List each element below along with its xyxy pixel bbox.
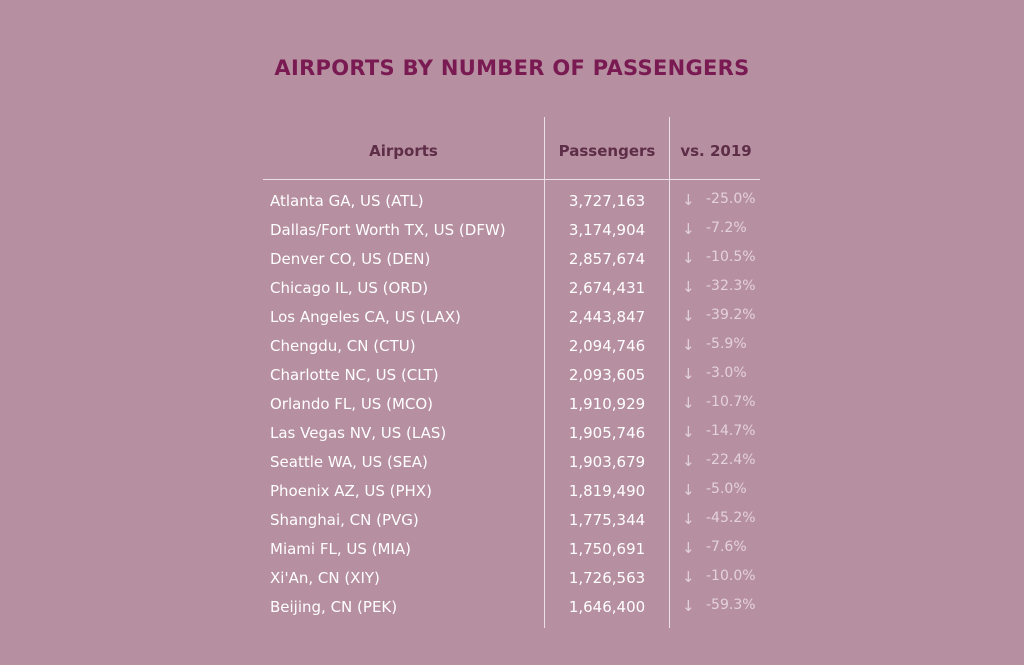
passenger-count: 2,857,674 bbox=[568, 250, 646, 268]
arrow-down-icon: ↓ bbox=[682, 336, 695, 354]
chart-title: AIRPORTS BY NUMBER OF PASSENGERS bbox=[274, 56, 750, 80]
arrow-down-icon: ↓ bbox=[682, 394, 695, 412]
change-value: -22.4% bbox=[706, 452, 756, 468]
column-header-passengers: Passengers bbox=[558, 142, 656, 160]
table-row: Dallas/Fort Worth TX, US (DFW) 3,174,904 ↓… bbox=[0, 215, 1024, 244]
airport-name: Miami FL, US (MIA) bbox=[270, 540, 411, 558]
table-row: Los Angeles CA, US (LAX) 2,443,847 ↓ -39.2% bbox=[0, 302, 1024, 331]
airport-name: Chicago IL, US (ORD) bbox=[270, 279, 429, 297]
change-value: -5.9% bbox=[706, 336, 747, 352]
column-divider-2 bbox=[669, 117, 670, 628]
airport-name: Denver CO, US (DEN) bbox=[270, 250, 431, 268]
column-divider-1 bbox=[544, 117, 545, 628]
change-value: -25.0% bbox=[706, 191, 756, 207]
change-value: -10.7% bbox=[706, 394, 756, 410]
change-value: -7.6% bbox=[706, 539, 747, 555]
arrow-down-icon: ↓ bbox=[682, 365, 695, 383]
passenger-count: 2,093,605 bbox=[568, 366, 646, 384]
passenger-count: 1,646,400 bbox=[568, 598, 646, 616]
passenger-count: 1,750,691 bbox=[568, 540, 646, 558]
change-value: -3.0% bbox=[706, 365, 747, 381]
airport-name: Charlotte NC, US (CLT) bbox=[270, 366, 439, 384]
airport-name: Shanghai, CN (PVG) bbox=[270, 511, 419, 529]
arrow-down-icon: ↓ bbox=[682, 307, 695, 325]
table-row: Atlanta GA, US (ATL) 3,727,163 ↓ -25.0% bbox=[0, 186, 1024, 215]
change-value: -39.2% bbox=[706, 307, 756, 323]
passenger-count: 2,443,847 bbox=[568, 308, 646, 326]
change-value: -59.3% bbox=[706, 597, 756, 613]
arrow-down-icon: ↓ bbox=[682, 539, 695, 557]
airport-name: Chengdu, CN (CTU) bbox=[270, 337, 416, 355]
change-value: -5.0% bbox=[706, 481, 747, 497]
arrow-down-icon: ↓ bbox=[682, 191, 695, 209]
passenger-count: 1,819,490 bbox=[568, 482, 646, 500]
table-row: Las Vegas NV, US (LAS) 1,905,746 ↓ -14.7% bbox=[0, 418, 1024, 447]
table-row: Charlotte NC, US (CLT) 2,093,605 ↓ -3.0% bbox=[0, 360, 1024, 389]
arrow-down-icon: ↓ bbox=[682, 481, 695, 499]
airport-name: Phoenix AZ, US (PHX) bbox=[270, 482, 432, 500]
change-value: -10.0% bbox=[706, 568, 756, 584]
passenger-count: 1,903,679 bbox=[568, 453, 646, 471]
table-row: Orlando FL, US (MCO) 1,910,929 ↓ -10.7% bbox=[0, 389, 1024, 418]
column-header-change: vs. 2019 bbox=[680, 142, 752, 160]
change-value: -14.7% bbox=[706, 423, 756, 439]
table-row: Phoenix AZ, US (PHX) 1,819,490 ↓ -5.0% bbox=[0, 476, 1024, 505]
arrow-down-icon: ↓ bbox=[682, 452, 695, 470]
change-value: -32.3% bbox=[706, 278, 756, 294]
airport-name: Seattle WA, US (SEA) bbox=[270, 453, 428, 471]
table-row: Miami FL, US (MIA) 1,750,691 ↓ -7.6% bbox=[0, 534, 1024, 563]
arrow-down-icon: ↓ bbox=[682, 249, 695, 267]
table-row: Beijing, CN (PEK) 1,646,400 ↓ -59.3% bbox=[0, 592, 1024, 621]
table-row: Chicago IL, US (ORD) 2,674,431 ↓ -32.3% bbox=[0, 273, 1024, 302]
table-row: Xi'An, CN (XIY) 1,726,563 ↓ -10.0% bbox=[0, 563, 1024, 592]
passenger-count: 3,174,904 bbox=[568, 221, 646, 239]
table-row: Chengdu, CN (CTU) 2,094,746 ↓ -5.9% bbox=[0, 331, 1024, 360]
change-value: -7.2% bbox=[706, 220, 747, 236]
arrow-down-icon: ↓ bbox=[682, 597, 695, 615]
passenger-count: 1,726,563 bbox=[568, 569, 646, 587]
table-row: Shanghai, CN (PVG) 1,775,344 ↓ -45.2% bbox=[0, 505, 1024, 534]
arrow-down-icon: ↓ bbox=[682, 423, 695, 441]
header-rule bbox=[263, 179, 760, 180]
arrow-down-icon: ↓ bbox=[682, 220, 695, 238]
table-row: Seattle WA, US (SEA) 1,903,679 ↓ -22.4% bbox=[0, 447, 1024, 476]
passenger-count: 1,905,746 bbox=[568, 424, 646, 442]
change-value: -10.5% bbox=[706, 249, 756, 265]
table-row: Denver CO, US (DEN) 2,857,674 ↓ -10.5% bbox=[0, 244, 1024, 273]
airport-name: Xi'An, CN (XIY) bbox=[270, 569, 380, 587]
passenger-count: 3,727,163 bbox=[568, 192, 646, 210]
change-value: -45.2% bbox=[706, 510, 756, 526]
arrow-down-icon: ↓ bbox=[682, 568, 695, 586]
airport-name: Dallas/Fort Worth TX, US (DFW) bbox=[270, 221, 506, 239]
passenger-count: 2,674,431 bbox=[568, 279, 646, 297]
passenger-count: 1,775,344 bbox=[568, 511, 646, 529]
airport-name: Orlando FL, US (MCO) bbox=[270, 395, 434, 413]
column-header-airports: Airports bbox=[369, 142, 438, 160]
table-body: Atlanta GA, US (ATL) 3,727,163 ↓ -25.0% Dall… bbox=[0, 186, 1024, 621]
passenger-count: 1,910,929 bbox=[568, 395, 646, 413]
passenger-count: 2,094,746 bbox=[568, 337, 646, 355]
arrow-down-icon: ↓ bbox=[682, 278, 695, 296]
airport-name: Atlanta GA, US (ATL) bbox=[270, 192, 424, 210]
arrow-down-icon: ↓ bbox=[682, 510, 695, 528]
airport-name: Beijing, CN (PEK) bbox=[270, 598, 398, 616]
airport-name: Los Angeles CA, US (LAX) bbox=[270, 308, 461, 326]
airport-name: Las Vegas NV, US (LAS) bbox=[270, 424, 447, 442]
